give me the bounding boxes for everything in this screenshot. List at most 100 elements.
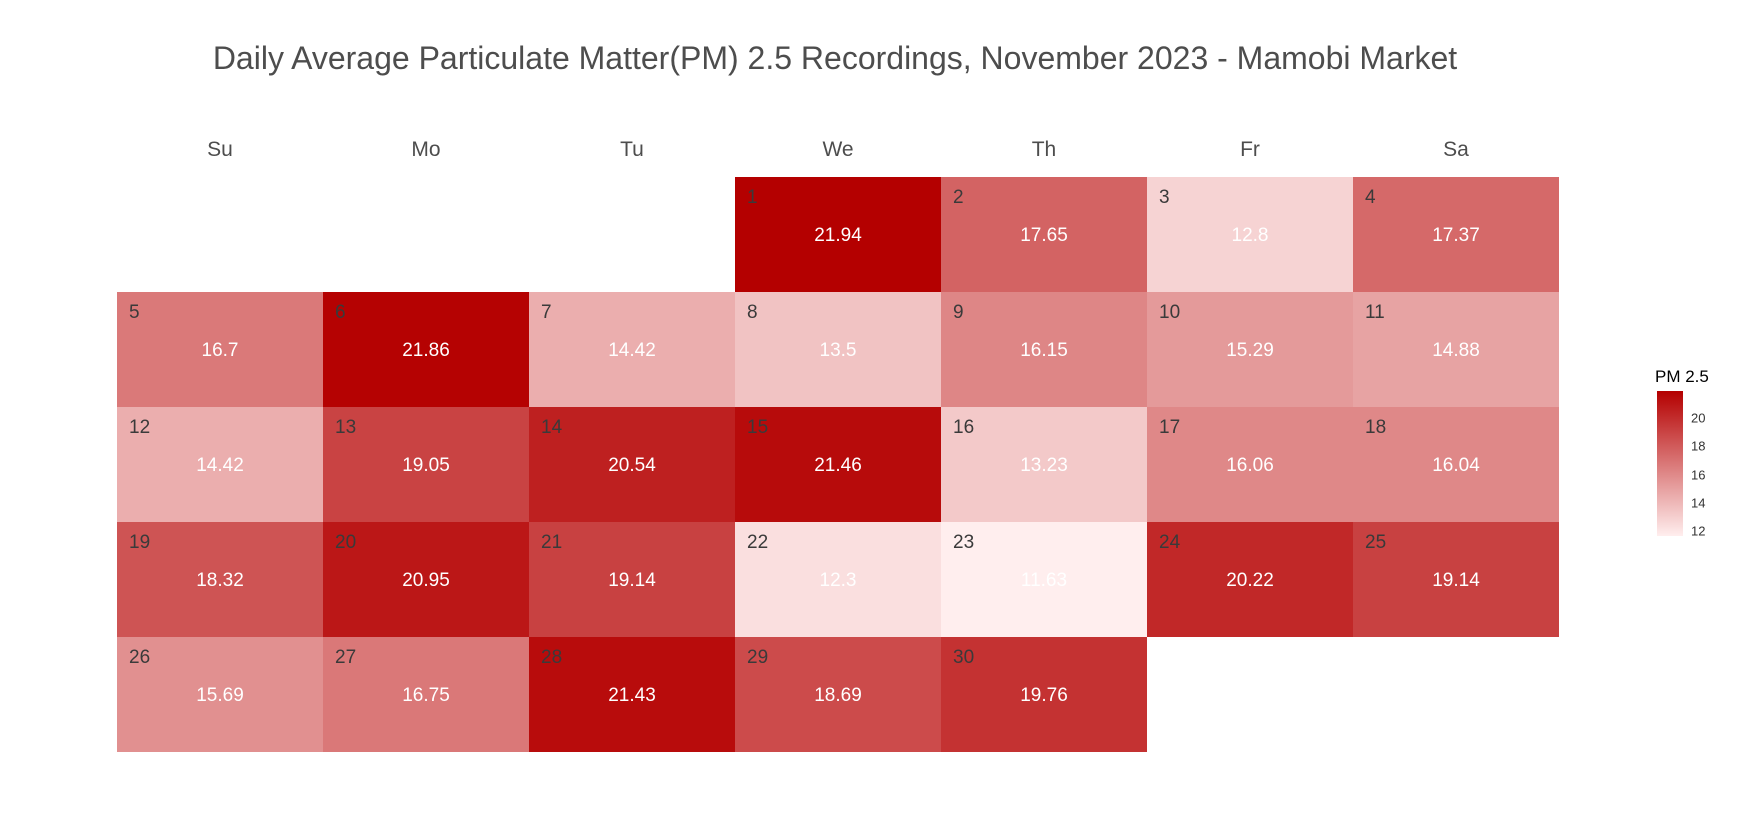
legend-tick-mark — [1683, 531, 1688, 532]
heatmap-cell: 14 20.54 — [529, 407, 735, 522]
day-number-label: 7 — [541, 302, 552, 323]
day-number-label: 25 — [1365, 532, 1387, 553]
day-number-label: 14 — [541, 417, 563, 438]
value-label: 19.14 — [1432, 570, 1480, 591]
heatmap-cell: 1 21.94 — [735, 177, 941, 292]
heatmap-cell: 4 17.37 — [1353, 177, 1559, 292]
legend-tick-label: 14 — [1691, 495, 1706, 511]
heatmap-cell: 19 18.32 — [117, 522, 323, 637]
value-label: 14.42 — [196, 455, 244, 476]
heatmap-cell: 3 12.8 — [1147, 177, 1353, 292]
legend-tick-label: 12 — [1691, 523, 1706, 539]
heatmap-cell: 13 19.05 — [323, 407, 529, 522]
value-label: 20.22 — [1226, 570, 1274, 591]
day-number-label: 3 — [1159, 187, 1170, 208]
heatmap-cell: 22 12.3 — [735, 522, 941, 637]
day-number-label: 6 — [335, 302, 346, 323]
weekday-label: Fr — [1240, 138, 1260, 161]
value-label: 20.54 — [608, 455, 656, 476]
value-label: 11.63 — [1020, 570, 1068, 591]
day-number-label: 8 — [747, 302, 758, 323]
heatmap-cell: 24 20.22 — [1147, 522, 1353, 637]
heatmap-cell: 7 14.42 — [529, 292, 735, 407]
heatmap-cell: 8 13.5 — [735, 292, 941, 407]
day-number-label: 20 — [335, 532, 357, 553]
day-number-label: 30 — [953, 647, 975, 668]
value-label: 20.95 — [402, 570, 450, 591]
heatmap-cell: 11 14.88 — [1353, 292, 1559, 407]
legend-tick-label: 20 — [1691, 410, 1706, 426]
day-number-label: 2 — [953, 187, 964, 208]
heatmap-cell: 10 15.29 — [1147, 292, 1353, 407]
value-label: 19.14 — [608, 570, 656, 591]
value-label: 17.37 — [1432, 225, 1480, 246]
heatmap-cell: 25 19.14 — [1353, 522, 1559, 637]
day-number-label: 1 — [747, 187, 758, 208]
heatmap-cell: 16 13.23 — [941, 407, 1147, 522]
day-number-label: 16 — [953, 417, 975, 438]
legend-tick-mark — [1683, 418, 1688, 419]
value-label: 14.42 — [608, 340, 656, 361]
day-number-label: 18 — [1365, 417, 1387, 438]
value-label: 14.88 — [1432, 340, 1480, 361]
heatmap-cell: 21 19.14 — [529, 522, 735, 637]
legend-tick-mark — [1683, 475, 1688, 476]
value-label: 21.43 — [608, 685, 656, 706]
heatmap-cell: 26 15.69 — [117, 637, 323, 752]
value-label: 16.15 — [1020, 340, 1068, 361]
day-number-label: 10 — [1159, 302, 1181, 323]
heatmap-cell: 17 16.06 — [1147, 407, 1353, 522]
value-label: 16.04 — [1432, 455, 1480, 476]
day-number-label: 29 — [747, 647, 769, 668]
day-number-label: 5 — [129, 302, 140, 323]
legend-tick-mark — [1683, 503, 1688, 504]
day-number-label: 24 — [1159, 532, 1181, 553]
heatmap-cell: 18 16.04 — [1353, 407, 1559, 522]
value-label: 15.69 — [196, 685, 244, 706]
value-label: 18.69 — [814, 685, 862, 706]
value-label: 13.5 — [819, 340, 857, 361]
heatmap-cell: 12 14.42 — [117, 407, 323, 522]
legend-tick-label: 16 — [1691, 467, 1706, 483]
day-number-label: 4 — [1365, 187, 1376, 208]
day-number-label: 26 — [129, 647, 151, 668]
heatmap-cell: 9 16.15 — [941, 292, 1147, 407]
heatmap-cell: 23 11.63 — [941, 522, 1147, 637]
weekday-label: Su — [207, 138, 233, 161]
heatmap-cell: 20 20.95 — [323, 522, 529, 637]
value-label: 15.29 — [1226, 340, 1274, 361]
value-label: 18.32 — [196, 570, 244, 591]
value-label: 13.23 — [1020, 455, 1068, 476]
value-label: 17.65 — [1020, 225, 1068, 246]
day-number-label: 12 — [129, 417, 151, 438]
heatmap-cell: 27 16.75 — [323, 637, 529, 752]
chart-title: Daily Average Particulate Matter(PM) 2.5… — [212, 40, 1458, 76]
day-number-label: 9 — [953, 302, 964, 323]
day-number-label: 21 — [541, 532, 563, 553]
value-label: 16.7 — [201, 340, 239, 361]
day-number-label: 23 — [953, 532, 975, 553]
day-number-label: 27 — [335, 647, 357, 668]
weekday-label: Tu — [620, 138, 644, 161]
heatmap-cell: 29 18.69 — [735, 637, 941, 752]
weekday-label: Sa — [1443, 138, 1469, 161]
day-number-label: 28 — [541, 647, 563, 668]
value-label: 21.94 — [814, 225, 862, 246]
day-number-label: 13 — [335, 417, 357, 438]
weekday-label: Th — [1031, 138, 1057, 161]
value-label: 16.06 — [1226, 455, 1274, 476]
legend-title: PM 2.5 — [1655, 367, 1709, 386]
heatmap-cell: 28 21.43 — [529, 637, 735, 752]
heatmap-cell: 30 19.76 — [941, 637, 1147, 752]
value-label: 12.3 — [819, 570, 857, 591]
heatmap-cell: 6 21.86 — [323, 292, 529, 407]
heatmap-cell: 15 21.46 — [735, 407, 941, 522]
legend-color-bar — [1657, 391, 1683, 536]
day-number-label: 17 — [1159, 417, 1181, 438]
weekday-label: Mo — [411, 138, 441, 161]
value-label: 12.8 — [1231, 225, 1269, 246]
value-label: 16.75 — [402, 685, 450, 706]
heatmap-cell: 2 17.65 — [941, 177, 1147, 292]
value-label: 21.46 — [814, 455, 862, 476]
weekday-label: We — [822, 138, 854, 161]
